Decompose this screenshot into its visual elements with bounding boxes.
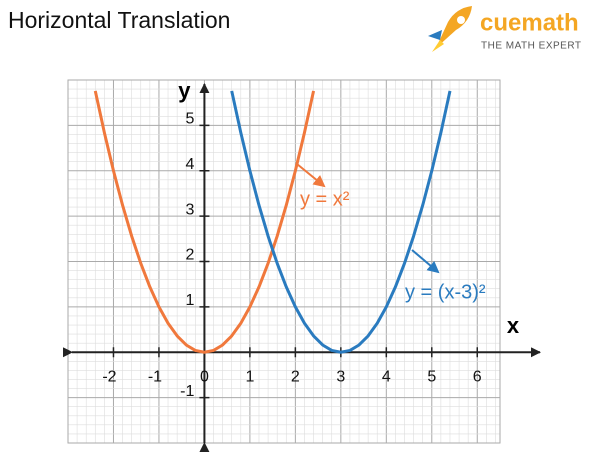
x-tick-label: 3 — [336, 368, 345, 385]
y-axis-label: y — [178, 78, 191, 103]
x-tick-label: 1 — [245, 368, 254, 385]
brand-tagline: THE MATH EXPERT — [481, 41, 581, 52]
brand-name: cuemath — [480, 9, 579, 36]
x-tick-label: 2 — [291, 368, 300, 385]
plot-border — [67, 79, 501, 444]
y-tick-label: 5 — [186, 111, 195, 128]
chart-title: Horizontal Translation — [8, 7, 230, 33]
x-tick-label: 6 — [473, 368, 482, 385]
label-arrow — [296, 163, 326, 188]
y-tick-label: 2 — [186, 247, 195, 264]
y-tick-label: 1 — [186, 292, 195, 309]
curve-label: y = x² — [300, 188, 350, 210]
x-tick-label: 5 — [427, 368, 436, 385]
x-tick-label: 0 — [200, 368, 209, 385]
x-tick-label: -2 — [102, 368, 116, 385]
y-tick-label: 3 — [186, 201, 195, 218]
curve-label: y = (x-3)² — [405, 281, 486, 303]
curve — [93, 90, 316, 354]
label-arrow — [411, 249, 440, 274]
x-tick-label: -1 — [148, 368, 162, 385]
y-tick-label: 4 — [186, 156, 195, 173]
y-tick-label: -1 — [180, 383, 194, 400]
x-axis-label: x — [507, 313, 520, 338]
curve — [230, 90, 452, 354]
x-tick-label: 4 — [382, 368, 391, 385]
logo-icon — [428, 6, 472, 52]
